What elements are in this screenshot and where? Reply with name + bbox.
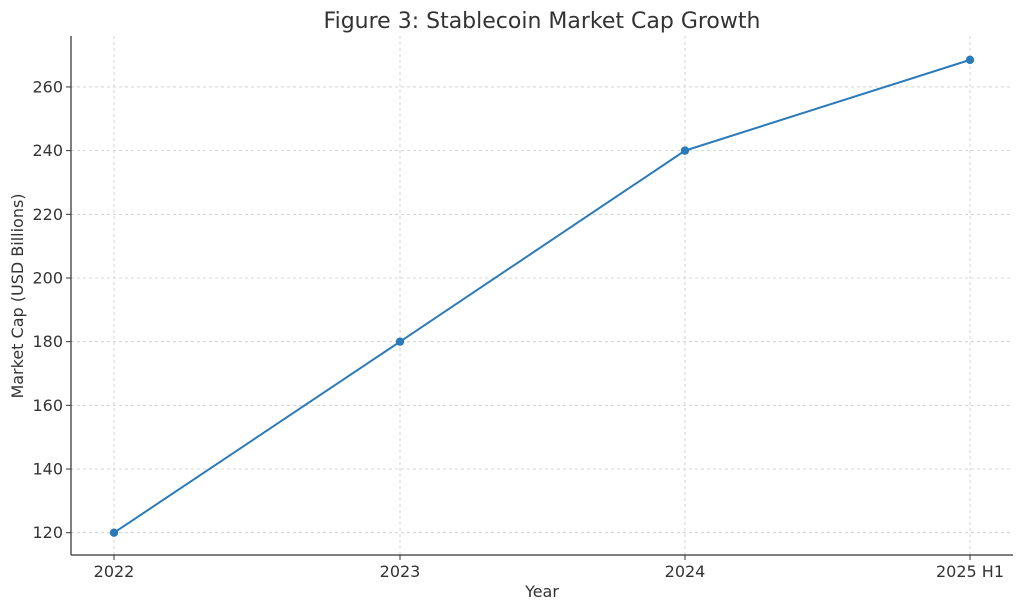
y-tick-label: 240 <box>32 141 63 160</box>
x-tick-label: 2025 H1 <box>936 562 1004 581</box>
x-tick-label: 2022 <box>94 562 135 581</box>
series-layer <box>109 55 975 537</box>
y-tick-label: 200 <box>32 268 63 287</box>
y-tick-label: 260 <box>32 77 63 96</box>
data-point <box>680 146 690 155</box>
y-tick-label: 180 <box>32 332 63 351</box>
x-axis-label: Year <box>524 582 559 601</box>
grid <box>71 36 1013 555</box>
axes: 120 140 160 180 200 220 240 260 2022 2023 2024 2025… <box>32 36 1013 581</box>
series-line <box>113 58 971 534</box>
data-point <box>965 55 975 65</box>
y-axis-label: Market Cap (USD Billions) <box>8 193 27 398</box>
x-tick-label: 2024 <box>665 562 706 581</box>
data-point <box>395 337 405 346</box>
y-tick-label: 160 <box>32 396 63 415</box>
x-tick-label: 2023 <box>380 562 421 581</box>
y-tick-label: 220 <box>32 205 63 224</box>
y-tick-label: 120 <box>32 523 63 542</box>
chart-title: Figure 3: Stablecoin Market Cap Growth <box>324 9 761 34</box>
y-tick-label: 140 <box>32 460 63 479</box>
data-point <box>109 528 119 537</box>
